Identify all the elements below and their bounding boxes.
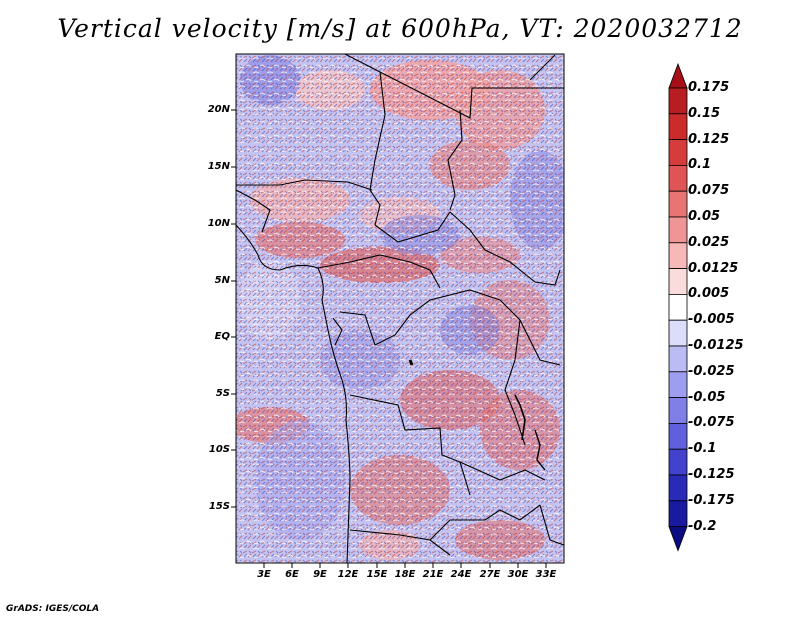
- colorbar-label: 0.1: [688, 157, 712, 173]
- colorbar-label: -0.2: [688, 518, 717, 534]
- colorbar-segment: [668, 216, 688, 244]
- colorbar-segment: [668, 293, 688, 321]
- colorbar-label: 0.005: [688, 286, 730, 302]
- lat-ticks: [231, 109, 236, 508]
- colorbar-label: -0.175: [688, 492, 735, 508]
- lon-label: 3E: [257, 569, 271, 580]
- colorbar-label: -0.0125: [688, 338, 744, 353]
- colorbar-segment: [668, 113, 688, 141]
- lat-label: 15N: [207, 161, 230, 172]
- lat-label: 10N: [207, 218, 230, 229]
- lat-label: 15S: [208, 501, 230, 512]
- colorbar-segment: [668, 500, 688, 527]
- colorbar-segment: [668, 87, 688, 115]
- lat-label: 5N: [214, 275, 230, 286]
- country-borders: [236, 54, 564, 563]
- colorbar-segment: [668, 345, 688, 373]
- lon-label: 30E: [507, 569, 529, 580]
- colorbar-label: 0.075: [688, 183, 730, 199]
- colorbar-label: 0.15: [688, 105, 721, 121]
- lon-label: 21E: [422, 569, 444, 580]
- colorbar-segment: [668, 474, 688, 502]
- lon-label: 6E: [285, 569, 299, 580]
- lat-label: EQ: [214, 331, 230, 342]
- map-border: [235, 53, 565, 564]
- colorbar-label: -0.005: [688, 312, 735, 328]
- colorbar-label: 0.025: [688, 234, 730, 250]
- colorbar-label: -0.05: [688, 389, 726, 405]
- colorbar-label: 0.125: [688, 131, 730, 147]
- colorbar-label: -0.075: [688, 415, 735, 431]
- colorbar: [668, 62, 688, 552]
- colorbar-label: -0.025: [688, 363, 735, 379]
- lon-label: 12E: [337, 569, 359, 580]
- lat-label: 20N: [207, 104, 230, 115]
- lon-label: 24E: [450, 569, 472, 580]
- colorbar-segment: [668, 164, 688, 192]
- lon-label: 15E: [366, 569, 388, 580]
- colorbar-segment: [668, 242, 688, 270]
- colorbar-segment: [668, 397, 688, 424]
- field-shading: [236, 54, 564, 563]
- colorbar-label: 0.175: [688, 80, 730, 95]
- lon-label: 9E: [313, 569, 327, 580]
- colorbar-segment: [668, 422, 688, 450]
- lon-label: 18E: [394, 569, 416, 580]
- lon-label: 33E: [535, 569, 557, 580]
- colorbar-segment: [668, 139, 688, 166]
- lat-label: 10S: [208, 444, 230, 455]
- lon-ticks: [263, 563, 547, 568]
- footer-credit: GrADS: IGES/COLA: [6, 604, 100, 614]
- colorbar-label: 0.0125: [688, 260, 739, 276]
- colorbar-segment: [668, 268, 688, 295]
- colorbar-segment: [668, 319, 688, 347]
- lat-label: 5S: [215, 388, 230, 399]
- colorbar-label: -0.1: [688, 441, 717, 457]
- lon-label: 27E: [479, 569, 501, 580]
- map-title: Vertical velocity [m/s] at 600hPa, VT: 2…: [57, 14, 743, 43]
- colorbar-label: 0.05: [688, 209, 721, 224]
- colorbar-segment: [668, 371, 688, 398]
- colorbar-segment: [668, 62, 688, 89]
- colorbar-segment: [668, 448, 688, 476]
- colorbar-segment: [668, 190, 688, 218]
- colorbar-label: -0.125: [688, 467, 735, 482]
- colorbar-segment: [668, 526, 688, 552]
